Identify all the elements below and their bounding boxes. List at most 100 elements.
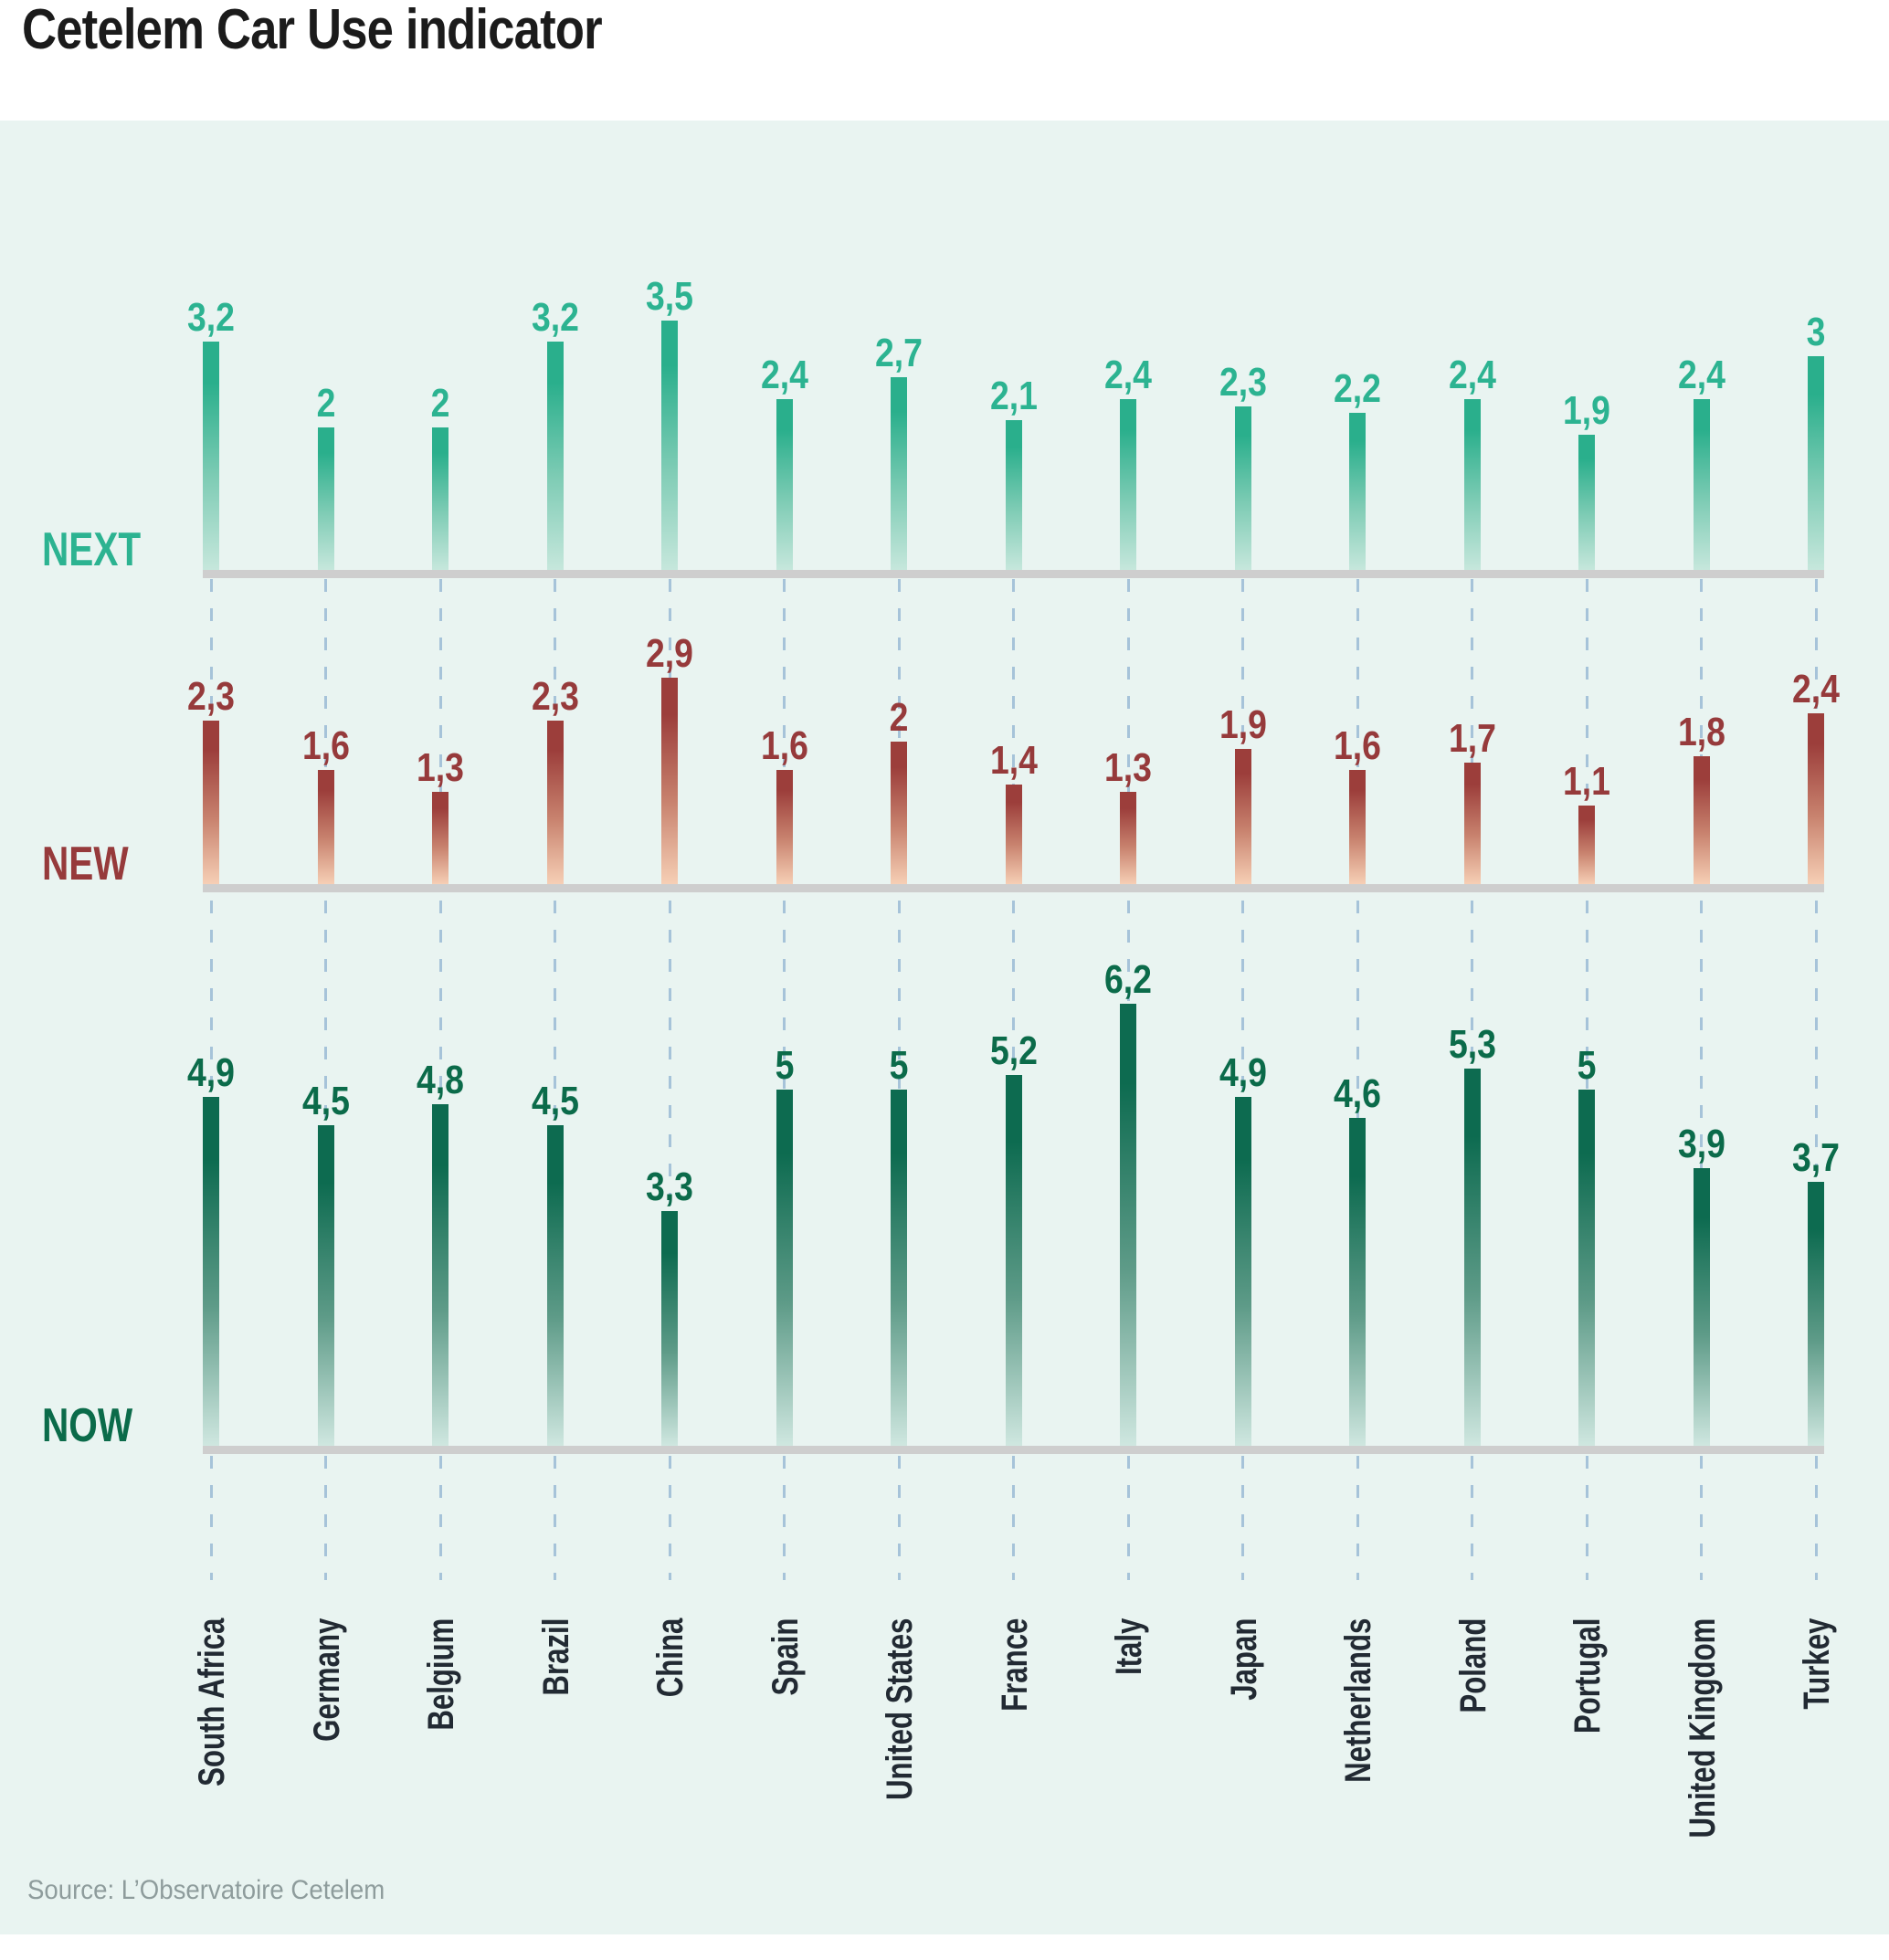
- dashed-guide-line: [1356, 579, 1359, 1580]
- bar-now-italy: [1120, 1004, 1136, 1446]
- dashed-guide-line: [897, 579, 901, 1580]
- bar-next-united-kingdom: [1693, 399, 1710, 570]
- bar-next-poland: [1463, 399, 1481, 570]
- value-label-next-brazil: 3,2: [531, 295, 579, 340]
- value-label-now-united-kingdom: 3,9: [1677, 1122, 1725, 1166]
- bar-next-japan: [1234, 406, 1251, 570]
- country-label-portugal: Portugal: [1567, 1618, 1608, 1734]
- bar-new-united-kingdom: [1693, 756, 1710, 884]
- bar-next-germany: [317, 427, 334, 570]
- bar-new-united-states: [891, 742, 907, 884]
- country-label-south-africa: South Africa: [192, 1618, 232, 1786]
- row-label-now: NOW: [42, 1399, 133, 1452]
- value-label-new-south-africa: 2,3: [186, 674, 235, 719]
- value-label-new-netherlands: 1,6: [1333, 723, 1381, 768]
- value-label-new-italy: 1,3: [1103, 745, 1152, 790]
- bar-now-netherlands: [1349, 1118, 1366, 1446]
- bar-new-portugal: [1578, 806, 1595, 884]
- value-label-next-france: 2,1: [989, 374, 1038, 418]
- value-label-next-netherlands: 2,2: [1333, 366, 1381, 411]
- bar-now-germany: [317, 1125, 334, 1446]
- bar-now-south-africa: [203, 1097, 219, 1446]
- country-label-brazil: Brazil: [535, 1618, 576, 1696]
- chart-background-panel: [0, 121, 1889, 1934]
- bar-new-china: [661, 678, 678, 884]
- value-label-now-poland: 5,3: [1448, 1022, 1496, 1067]
- bar-new-spain: [776, 770, 793, 884]
- value-label-now-spain: 5: [775, 1043, 794, 1088]
- dashed-guide-line: [324, 579, 327, 1580]
- bar-next-portugal: [1578, 435, 1595, 570]
- value-label-now-netherlands: 4,6: [1333, 1071, 1381, 1116]
- value-label-next-italy: 2,4: [1103, 353, 1152, 397]
- bar-now-france: [1005, 1075, 1022, 1446]
- bar-next-france: [1005, 420, 1022, 570]
- bar-next-china: [661, 321, 678, 570]
- bar-next-spain: [776, 399, 793, 570]
- value-label-now-france: 5,2: [989, 1028, 1038, 1073]
- bar-new-poland: [1463, 763, 1481, 884]
- value-label-new-belgium: 1,3: [416, 745, 464, 790]
- value-label-new-united-states: 2: [889, 695, 909, 740]
- value-label-now-italy: 6,2: [1103, 957, 1152, 1002]
- country-label-spain: Spain: [765, 1618, 806, 1696]
- page-title: Cetelem Car Use indicator: [22, 0, 603, 61]
- value-label-new-japan: 1,9: [1219, 702, 1267, 747]
- dashed-guide-line: [438, 579, 442, 1580]
- bar-next-united-states: [891, 377, 907, 570]
- country-label-belgium: Belgium: [421, 1618, 461, 1731]
- dashed-guide-line: [783, 579, 786, 1580]
- value-label-next-japan: 2,3: [1219, 360, 1267, 405]
- value-label-next-germany: 2: [316, 381, 335, 426]
- value-label-now-germany: 4,5: [301, 1079, 350, 1123]
- bar-new-japan: [1234, 749, 1251, 884]
- value-label-now-brazil: 4,5: [531, 1079, 579, 1123]
- value-label-next-belgium: 2: [430, 381, 450, 426]
- bar-now-japan: [1234, 1097, 1251, 1446]
- country-label-japan: Japan: [1223, 1618, 1264, 1701]
- country-label-france: France: [994, 1618, 1035, 1712]
- value-label-now-japan: 4,9: [1219, 1050, 1267, 1095]
- dashed-guide-line: [1241, 579, 1244, 1580]
- bar-now-brazil: [546, 1125, 564, 1446]
- country-label-turkey: Turkey: [1797, 1618, 1837, 1710]
- bar-now-turkey: [1808, 1182, 1824, 1446]
- bar-new-south-africa: [203, 721, 219, 884]
- bar-new-brazil: [546, 721, 564, 884]
- dashed-guide-line: [209, 579, 213, 1580]
- bar-now-china: [661, 1211, 678, 1446]
- country-label-germany: Germany: [306, 1618, 347, 1742]
- dashed-guide-line: [1585, 579, 1588, 1580]
- bar-new-italy: [1120, 792, 1136, 884]
- value-label-new-united-kingdom: 1,8: [1677, 710, 1725, 754]
- axis-baseline-now: [203, 1446, 1824, 1454]
- value-label-next-poland: 2,4: [1448, 353, 1496, 397]
- value-label-new-turkey: 2,4: [1791, 667, 1840, 711]
- bar-new-belgium: [432, 792, 449, 884]
- value-label-next-spain: 2,4: [760, 353, 808, 397]
- bar-next-brazil: [546, 342, 564, 570]
- bar-now-portugal: [1578, 1090, 1595, 1446]
- bar-next-turkey: [1808, 356, 1824, 570]
- value-label-next-turkey: 3: [1806, 310, 1826, 354]
- value-label-new-germany: 1,6: [301, 723, 350, 768]
- country-label-poland: Poland: [1452, 1618, 1493, 1713]
- axis-baseline-new: [203, 884, 1824, 892]
- dashed-guide-line: [668, 579, 671, 1580]
- value-label-new-poland: 1,7: [1448, 716, 1496, 761]
- value-label-new-china: 2,9: [645, 631, 693, 676]
- country-label-china: China: [650, 1618, 691, 1698]
- bar-new-germany: [317, 770, 334, 884]
- bar-now-spain: [776, 1090, 793, 1446]
- bar-next-belgium: [432, 427, 449, 570]
- bar-new-netherlands: [1349, 770, 1366, 884]
- country-label-italy: Italy: [1109, 1618, 1149, 1676]
- value-label-now-south-africa: 4,9: [186, 1050, 235, 1095]
- value-label-next-south-africa: 3,2: [186, 295, 235, 340]
- value-label-now-belgium: 4,8: [416, 1058, 464, 1102]
- value-label-now-portugal: 5: [1577, 1043, 1597, 1088]
- value-label-now-turkey: 3,7: [1791, 1135, 1840, 1180]
- bar-now-belgium: [432, 1104, 449, 1446]
- value-label-next-portugal: 1,9: [1562, 388, 1610, 433]
